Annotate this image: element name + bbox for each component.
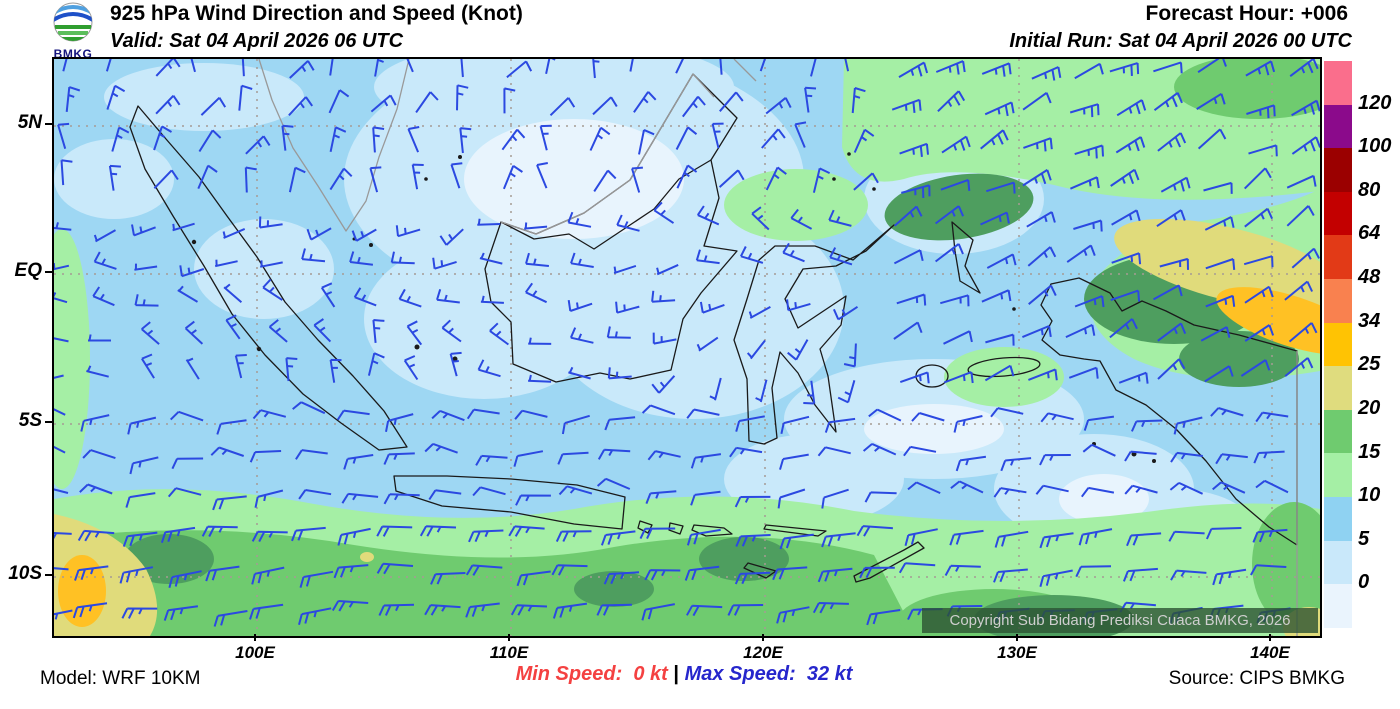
lon-tick-mark <box>1269 634 1271 641</box>
legend-color-segment <box>1324 235 1352 280</box>
bmkg-logo: BMKG <box>44 2 102 60</box>
legend-tick-label: 64 <box>1358 222 1381 245</box>
lon-tick-label: 110E <box>489 643 529 662</box>
coast-sarawak-sabah <box>500 73 715 235</box>
legend-color-segment <box>1324 322 1352 367</box>
max-speed-label: Max Speed: <box>684 663 796 685</box>
coast-halmahera <box>951 221 981 294</box>
legend-color-segment <box>1324 497 1352 541</box>
copyright-overlay: Copyright Sub Bidang Prediksi Cuaca BMKG… <box>922 608 1318 633</box>
bmkg-logo-icon <box>53 2 93 42</box>
legend-color-segment <box>1324 279 1352 323</box>
coast-malay-peninsula <box>258 59 410 232</box>
lat-tick-mark <box>45 421 52 423</box>
wind-map: Copyright Sub Bidang Prediksi Cuaca BMKG… <box>52 57 1322 638</box>
legend-tick-label: 15 <box>1358 440 1381 463</box>
legend-color-segment <box>1324 366 1352 410</box>
legend-tick-label: 0 <box>1358 571 1370 594</box>
wind-map-canvas <box>54 59 1320 636</box>
legend-tick-label: 100 <box>1358 135 1392 158</box>
lon-tick-mark <box>1016 634 1018 641</box>
coast-sulawesi <box>733 224 895 445</box>
lat-tick-mark <box>45 271 52 273</box>
min-speed-label: Min Speed: <box>515 663 623 685</box>
model-label: Model: WRF 10KM <box>40 668 201 689</box>
legend-color-segment <box>1324 540 1352 585</box>
coast-sumba <box>743 562 777 579</box>
wind-speed-shading <box>54 59 1320 636</box>
legend-color-segment <box>1324 191 1352 236</box>
coast-papua <box>1040 277 1298 546</box>
coast-sumatra <box>129 105 408 451</box>
coast-seram <box>967 356 1041 378</box>
legend-color-segment <box>1324 148 1352 192</box>
lat-tick-label: 10S <box>8 563 42 584</box>
lon-tick-mark <box>254 634 256 641</box>
legend-tick-label: 34 <box>1358 309 1381 332</box>
min-speed-value: 0 kt <box>633 663 668 685</box>
lat-tick-label: EQ <box>14 260 42 281</box>
coast-palawan <box>733 59 757 82</box>
lat-tick-mark <box>45 123 52 125</box>
min-max-separator: | <box>673 663 679 685</box>
legend-color-segment <box>1324 584 1352 628</box>
legend-tick-label: 20 <box>1358 396 1381 419</box>
wind-barbs <box>54 59 1320 627</box>
lat-tick-mark <box>45 574 52 576</box>
max-speed-value: 32 kt <box>806 663 853 685</box>
legend-tick-label: 120 <box>1358 91 1392 114</box>
lat-tick-label: 5N <box>17 112 42 133</box>
lon-tick-label: 130E <box>997 643 1037 662</box>
legend-color-segment <box>1324 104 1352 149</box>
legend-tick-label: 80 <box>1358 178 1381 201</box>
coast-timor <box>853 541 925 583</box>
coast-java <box>393 475 626 530</box>
forecast-hour: Forecast Hour: +006 <box>1145 2 1349 25</box>
lon-tick-label: 100E <box>235 643 275 662</box>
page-title: 925 hPa Wind Direction and Speed (Knot) <box>110 2 523 25</box>
source-label: Source: CIPS BMKG <box>1168 668 1345 689</box>
lon-tick-mark <box>762 634 764 641</box>
wind-speed-legend-bar <box>1324 61 1352 628</box>
legend-tick-label: 10 <box>1358 484 1381 507</box>
border-kalimantan <box>500 159 712 250</box>
legend-color-segment <box>1324 453 1352 498</box>
coast-bali <box>637 520 653 534</box>
coast-flores <box>763 524 827 537</box>
legend-tick-label: 25 <box>1358 353 1381 376</box>
lon-tick-mark <box>508 634 510 641</box>
legend-tick-label: 5 <box>1358 527 1370 550</box>
lon-tick-label: 140E <box>1250 643 1290 662</box>
legend-tick-label: 48 <box>1358 266 1381 289</box>
initial-run: Initial Run: Sat 04 April 2026 00 UTC <box>1009 30 1352 52</box>
coastlines-foreign <box>258 59 1298 636</box>
coast-sumbawa <box>691 524 733 537</box>
min-max-speed: Min Speed: 0 kt | Max Speed: 32 kt <box>516 663 853 686</box>
lon-tick-label: 120E <box>743 643 783 662</box>
lat-tick-label: 5S <box>18 410 42 431</box>
legend-color-segment <box>1324 409 1352 454</box>
legend-color-segment <box>1324 61 1352 105</box>
valid-time: Valid: Sat 04 April 2026 06 UTC <box>110 30 404 52</box>
